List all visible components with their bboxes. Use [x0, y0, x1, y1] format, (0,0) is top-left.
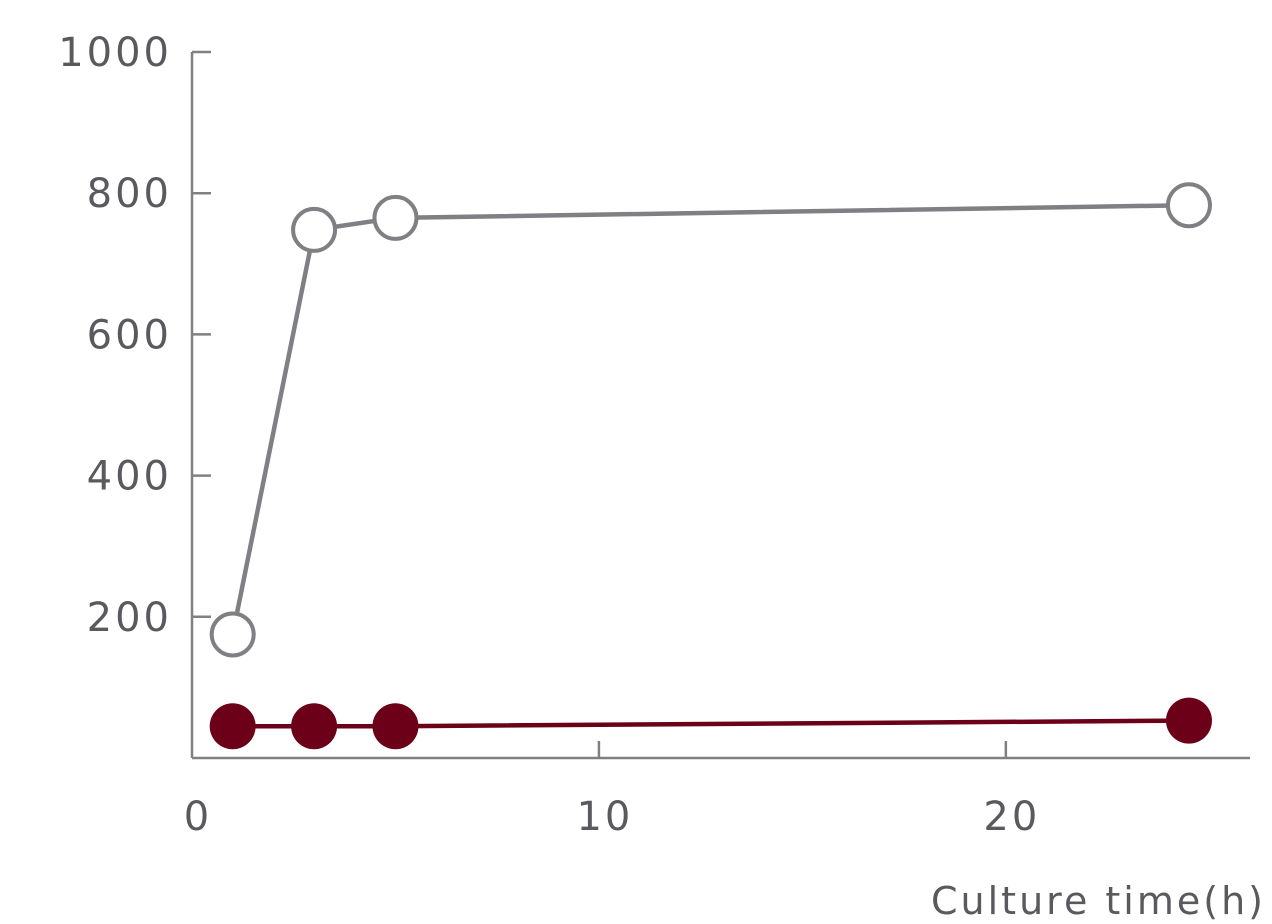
series-line [230, 202, 1189, 635]
filled-marker [1165, 697, 1212, 744]
series-line [232, 718, 1189, 729]
x-tick-labels: 0 10 20 [184, 794, 1040, 840]
x-axis-title: Culture time(h) [931, 879, 1266, 923]
filled-marker [291, 703, 338, 750]
open-marker [372, 194, 419, 241]
y-tick-labels: 200 400 600 800 1000 [58, 30, 172, 641]
open-marker [209, 611, 256, 658]
filled-marker [372, 703, 419, 750]
y-tick-label: 400 [87, 454, 172, 500]
y-tick-label: 600 [87, 312, 172, 358]
x-tick-label: 0 [184, 794, 212, 840]
axes [190, 50, 1250, 760]
series-2 [209, 697, 1212, 750]
open-marker [1165, 182, 1212, 229]
filled-marker [209, 703, 256, 750]
y-tick-label: 1000 [58, 30, 172, 76]
y-tick-label: 800 [87, 171, 172, 217]
open-marker [291, 206, 338, 253]
x-tick-label: 10 [576, 794, 633, 840]
y-tick-label: 200 [87, 595, 172, 641]
x-tick-label: 20 [983, 794, 1040, 840]
series-1 [209, 182, 1212, 658]
series-layer [209, 182, 1212, 750]
